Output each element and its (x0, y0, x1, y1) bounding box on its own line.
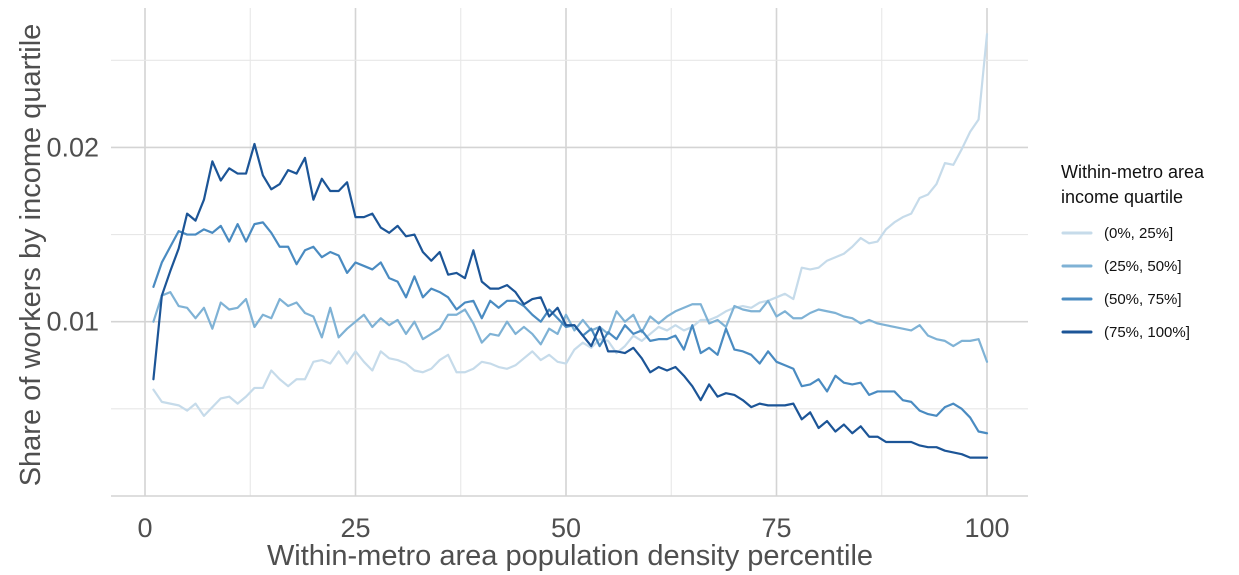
x-tick-label: 50 (551, 513, 581, 543)
legend-title-line: income quartile (1061, 187, 1183, 207)
legend-item: (0%, 25%] (1061, 225, 1173, 242)
x-tick-label: 75 (761, 513, 791, 543)
axis-layer: 0 25 50 75 100 0.01 0.02 Within-metro area popu… (15, 24, 1010, 572)
grid-layer (111, 8, 1028, 497)
legend-item: (50%, 75%] (1061, 291, 1182, 308)
x-axis-title: Within-metro area population density per… (267, 540, 873, 572)
x-tick-label: 100 (964, 513, 1009, 543)
series-line-(25%, 50%] (152, 290, 989, 363)
y-axis-title: Share of workers by income quartile (15, 24, 47, 487)
series-line-(50%, 75%] (152, 221, 989, 435)
legend-label: (0%, 25%] (1104, 225, 1173, 242)
legend-label: (75%, 100%] (1104, 324, 1190, 341)
legend: Within-metro area income quartile (0%, 25%… (1061, 162, 1205, 341)
legend-label: (25%, 50%] (1104, 258, 1182, 275)
series-line-(75%, 100%] (152, 142, 989, 459)
legend-item: (75%, 100%] (1061, 324, 1190, 341)
legend-item: (25%, 50%] (1061, 258, 1182, 275)
legend-title-line: Within-metro area (1061, 162, 1205, 182)
y-tick-label: 0.01 (46, 307, 99, 337)
series-layer (152, 33, 989, 459)
x-tick-label: 0 (137, 513, 152, 543)
x-tick-label: 25 (340, 513, 370, 543)
legend-label: (50%, 75%] (1104, 291, 1182, 308)
series-line-(0%, 25%] (152, 33, 989, 417)
y-tick-label: 0.02 (46, 132, 99, 162)
